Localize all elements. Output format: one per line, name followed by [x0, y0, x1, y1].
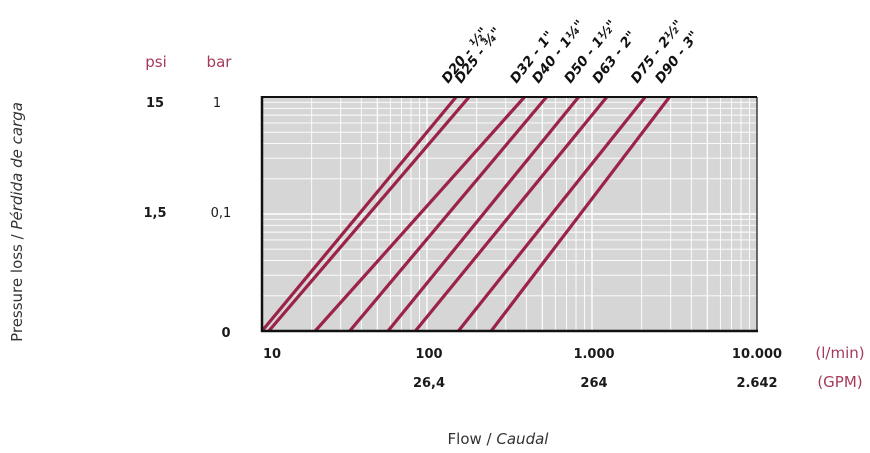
series-line-3 [314, 97, 526, 331]
psi-unit-label: psi [145, 53, 167, 71]
y-axis-title: Pressure loss / Pérdida de carga [8, 102, 26, 342]
y-axis-title-plain: Pressure loss / [8, 230, 26, 342]
grid-lines [262, 97, 757, 331]
x-tick-gpm-26-4: 26,4 [413, 376, 445, 391]
x-unit-gpm: (GPM) [817, 373, 862, 391]
y-axis-title-italic: Pérdida de carga [8, 102, 26, 229]
y-tick-bar-0-1: 0,1 [211, 206, 232, 221]
series-line-6 [414, 97, 609, 331]
series-line-1 [262, 97, 458, 331]
y-tick-psi-1-5: 1,5 [143, 206, 166, 221]
y-tick-psi-15: 15 [146, 96, 164, 111]
x-axis-title: Flow / Caudal [448, 430, 550, 448]
bar-unit-label: bar [207, 53, 233, 71]
series-line-7 [457, 97, 647, 331]
y-tick-psi-0: 0 [221, 326, 230, 341]
y-tick-bar-1: 1 [213, 96, 221, 111]
series-line-2 [267, 97, 471, 331]
x-tick-lmin-1000: 1.000 [573, 347, 614, 362]
series-labels: D20 - ½"D25 - ¾" D32 - 1"D40 - 1¼"D50 - 1… [439, 17, 703, 86]
x-unit-lmin: (l/min) [815, 344, 864, 362]
x-axis-title-italic: Caudal [496, 430, 549, 448]
x-axis-title-plain: Flow / [448, 430, 497, 448]
series-line-4 [348, 97, 548, 331]
x-tick-lmin-10: 10 [263, 347, 281, 362]
series-lines [262, 97, 671, 331]
x-tick-lmin-10000: 10.000 [732, 347, 782, 362]
x-tick-lmin-100: 100 [415, 347, 442, 362]
x-tick-gpm-264: 264 [580, 376, 607, 391]
series-line-5 [386, 97, 580, 331]
series-line-8 [489, 97, 671, 331]
x-tick-gpm-2642: 2.642 [736, 376, 777, 391]
